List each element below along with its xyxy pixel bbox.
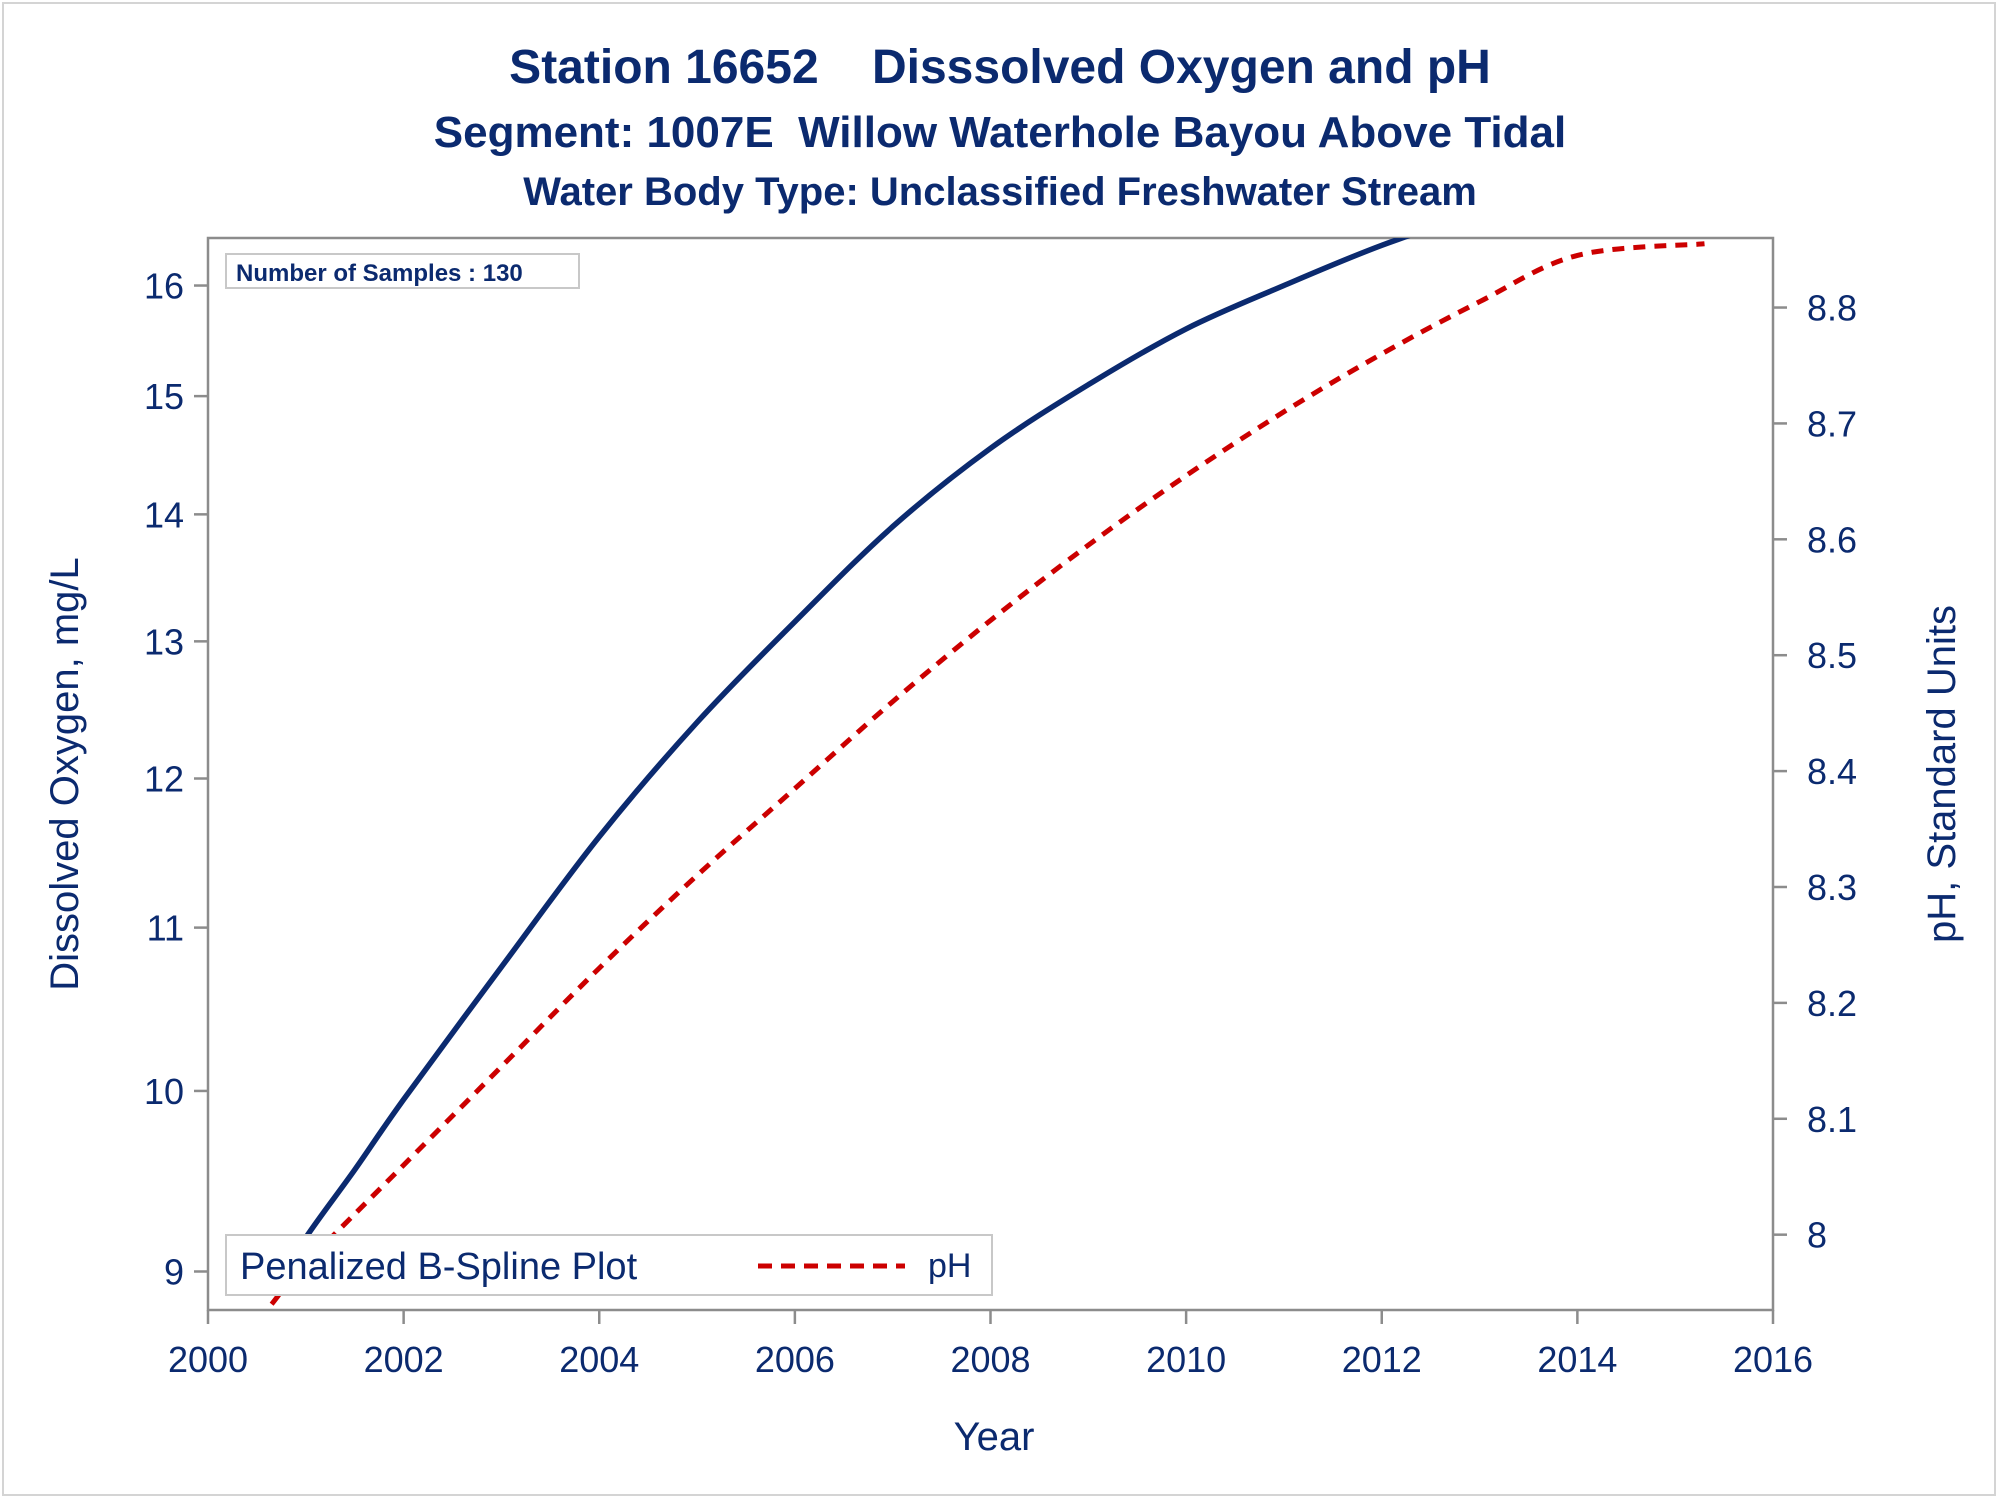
y2-axis-title: pH, Standard Units xyxy=(1920,605,1964,943)
y2-tick-label: 8.1 xyxy=(1807,1099,1857,1140)
y-axis-title: Dissolved Oxygen, mg/L xyxy=(43,557,87,991)
x-tick-label: 2014 xyxy=(1537,1339,1617,1380)
y-tick-label: 10 xyxy=(144,1071,184,1112)
x-tick-label: 2008 xyxy=(950,1339,1030,1380)
y2-tick-label: 8.4 xyxy=(1807,751,1857,792)
x-tick-label: 2006 xyxy=(755,1339,835,1380)
y2-tick-label: 8.6 xyxy=(1807,519,1857,560)
chart-title: Station 16652 Disssolved Oxygen and pH xyxy=(509,41,1491,94)
chart-subtitle-waterbody: Water Body Type: Unclassified Freshwater… xyxy=(523,170,1477,214)
sample-count-box xyxy=(225,253,580,289)
y-tick-label: 11 xyxy=(147,908,184,949)
x-tick-label: 2004 xyxy=(559,1339,639,1380)
legend-title: Penalized B-Spline Plot xyxy=(240,1246,638,1288)
y2-tick-label: 8.3 xyxy=(1807,867,1857,908)
axes: 2000 2002 2004 2006 2008 2010 2012 2014 2016 9 10 1… xyxy=(144,266,1857,1380)
y2-tick-label: 8.8 xyxy=(1807,288,1857,329)
y-tick-label: 14 xyxy=(144,494,184,535)
sample-count-text: Number of Samples : 130 xyxy=(236,260,523,287)
chart-subtitle-segment: Segment: 1007E Willow Waterhole Bayou Ab… xyxy=(433,108,1567,157)
legend-ph-label: pH xyxy=(928,1247,971,1285)
y-tick-label: 15 xyxy=(144,376,184,417)
x-tick-label: 2010 xyxy=(1146,1339,1226,1380)
y-tick-label: 13 xyxy=(144,621,184,662)
dissolved-oxygen-series-line xyxy=(269,238,1411,1296)
ph-series-line xyxy=(269,241,1705,1306)
y2-tick-label: 8.2 xyxy=(1807,983,1857,1024)
y2-tick-label: 8.7 xyxy=(1807,403,1857,444)
x-axis-title: Year xyxy=(954,1415,1035,1459)
x-tick-label: 2016 xyxy=(1733,1339,1813,1380)
x-tick-label: 2002 xyxy=(364,1339,444,1380)
y2-tick-label: 8 xyxy=(1807,1215,1827,1256)
y2-tick-label: 8.5 xyxy=(1807,635,1857,676)
legend-box xyxy=(225,1234,993,1296)
x-tick-label: 2000 xyxy=(168,1339,248,1380)
y-tick-label: 9 xyxy=(164,1251,184,1292)
series-layer xyxy=(269,238,1705,1306)
x-tick-label: 2012 xyxy=(1342,1339,1422,1380)
y-tick-label: 16 xyxy=(144,266,184,307)
y-tick-label: 12 xyxy=(144,759,184,800)
plot-area-border xyxy=(206,236,1775,1312)
